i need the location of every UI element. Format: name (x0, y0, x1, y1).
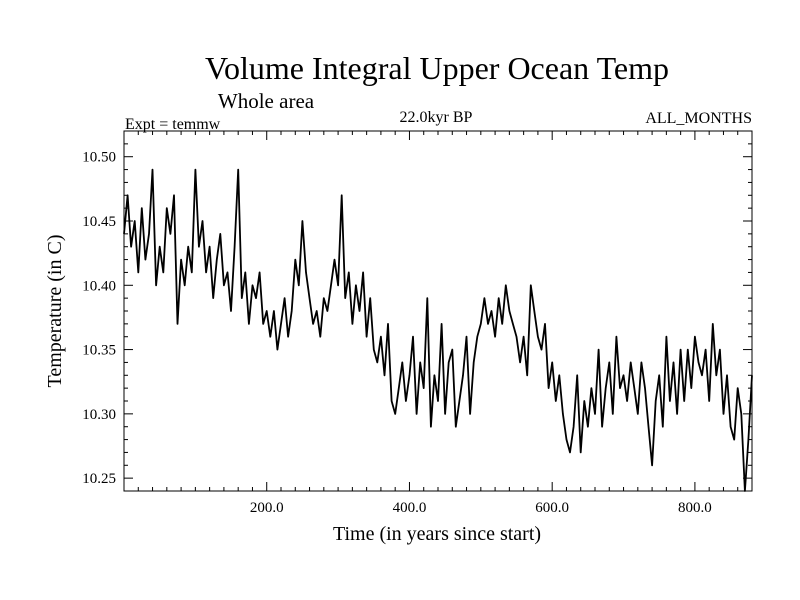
header-right: ALL_MONTHS (645, 110, 752, 127)
y-axis-tick-labels: 10.25 10.30 10.35 10.40 10.45 10.50 (82, 150, 116, 487)
temperature-series-line (123, 168, 753, 492)
plot-frame (123, 130, 753, 492)
x-axis-label: Time (in years since start) (333, 523, 541, 545)
header-left: Expt = temmw (125, 116, 221, 133)
chart-subtitle: Whole area (218, 89, 315, 113)
header-center: 22.0kyr BP (400, 109, 473, 126)
x-tick-label: 400.0 (393, 500, 427, 516)
x-tick-label: 200.0 (250, 500, 284, 516)
x-tick-label: 600.0 (535, 500, 569, 516)
y-tick-label: 10.25 (82, 471, 116, 487)
chart-title: Volume Integral Upper Ocean Temp (205, 50, 669, 86)
y-tick-label: 10.50 (82, 150, 116, 166)
axis-ticks (124, 131, 752, 491)
x-tick-label: 800.0 (678, 500, 712, 516)
x-axis-tick-labels: 200.0 400.0 600.0 800.0 (250, 500, 712, 516)
y-axis-label: Temperature (in C) (44, 235, 66, 388)
y-tick-label: 10.40 (82, 278, 116, 294)
y-tick-label: 10.45 (82, 214, 116, 230)
y-tick-label: 10.35 (82, 343, 116, 359)
y-tick-label: 10.30 (82, 407, 116, 423)
